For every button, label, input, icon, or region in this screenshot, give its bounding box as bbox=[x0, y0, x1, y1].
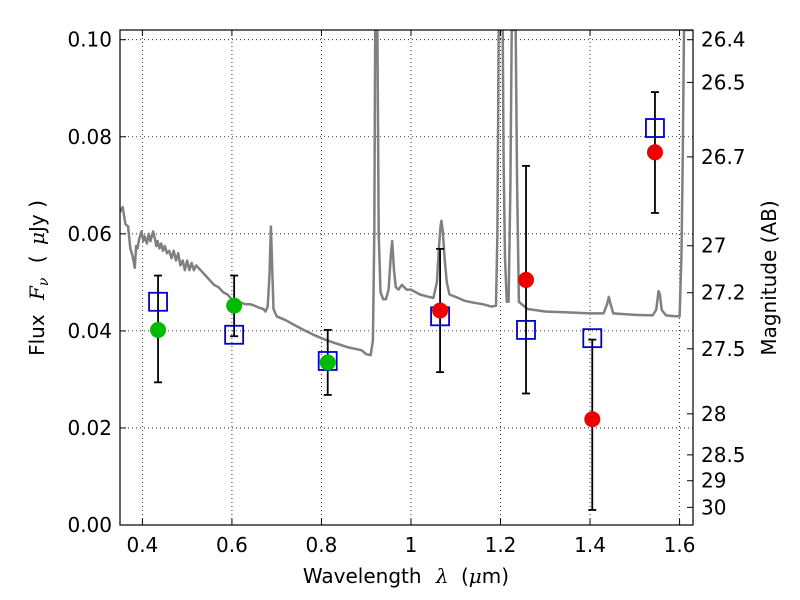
x-tick-label: 1.6 bbox=[664, 533, 696, 557]
x-axis-title-unit-mu: μ bbox=[469, 564, 482, 588]
observed-point bbox=[646, 144, 663, 161]
magnitude-tick-label: 27.5 bbox=[701, 337, 746, 361]
model-square-marker bbox=[516, 320, 536, 340]
y-axis-title-subscript: ν bbox=[36, 277, 52, 286]
x-axis-title-unit-rest: m) bbox=[482, 564, 509, 588]
grid bbox=[120, 30, 693, 525]
magnitude-tick-label: 28 bbox=[701, 402, 726, 426]
magnitude-tick-label: 27.2 bbox=[701, 281, 746, 305]
plot-content bbox=[120, 30, 693, 511]
magnitude-tick-label: 28.5 bbox=[701, 443, 746, 467]
y-axis-title-unit-mu: μ bbox=[25, 232, 49, 245]
x-axis-title-prefix: Wavelength bbox=[303, 564, 422, 588]
model-square-marker bbox=[582, 328, 603, 349]
magnitude-axis-title: Magnitude (AB) bbox=[757, 200, 781, 355]
y-axis-title-unit-rest: Jy ) bbox=[25, 200, 49, 234]
observed-point bbox=[150, 321, 167, 338]
x-tick-label: 1.2 bbox=[485, 533, 517, 557]
magnitude-tick-label: 29 bbox=[701, 469, 726, 493]
observed-point bbox=[432, 302, 449, 319]
x-axis-title-symbol: λ bbox=[435, 564, 449, 588]
magnitude-tick-label: 27 bbox=[701, 234, 726, 258]
x-axis-title: Wavelength λ (μm) bbox=[303, 564, 509, 588]
y-tick-label: 0.02 bbox=[67, 416, 112, 440]
y-axis-title-prefix: Flux bbox=[25, 314, 49, 356]
y-tick-label: 0.10 bbox=[67, 28, 112, 52]
observed-point bbox=[226, 297, 243, 314]
y-axis: 0.00 0.02 0.04 0.06 0.08 0.10 bbox=[67, 28, 126, 537]
plot-frame bbox=[119, 29, 694, 526]
x-tick-label: 0.8 bbox=[306, 533, 338, 557]
magnitude-tick-label: 30 bbox=[701, 495, 726, 519]
y-tick-label: 0.06 bbox=[67, 222, 112, 246]
y-tick-label: 0.00 bbox=[67, 513, 112, 537]
x-tick-label: 0.4 bbox=[126, 533, 158, 557]
magnitude-tick-label: 26.5 bbox=[701, 70, 746, 94]
y-axis-title: Flux Fν ( μJy ) bbox=[25, 200, 53, 356]
x-axis: 0.4 0.6 0.8 1 1.2 1.4 1.6 bbox=[126, 30, 695, 557]
x-tick-label: 1.4 bbox=[574, 533, 606, 557]
observed-point bbox=[319, 354, 336, 371]
magnitude-tick-label: 26.7 bbox=[701, 145, 746, 169]
y-axis-title-symbol: F bbox=[25, 285, 49, 301]
y-axis-title-unit-open: ( bbox=[25, 255, 49, 263]
magnitude-tick-label: 26.4 bbox=[701, 28, 746, 52]
model-square-marker bbox=[148, 291, 168, 312]
model-square-marker bbox=[224, 324, 245, 345]
observed-point bbox=[584, 411, 601, 428]
observed-point bbox=[518, 271, 535, 288]
x-axis-title-unit-open: ( bbox=[461, 564, 469, 588]
spectrum-line bbox=[120, 30, 693, 357]
model-square-marker bbox=[645, 118, 665, 138]
y-tick-label: 0.04 bbox=[67, 319, 112, 343]
y-tick-label: 0.08 bbox=[67, 125, 112, 149]
x-tick-label: 1 bbox=[405, 533, 418, 557]
x-tick-label: 0.6 bbox=[216, 533, 248, 557]
